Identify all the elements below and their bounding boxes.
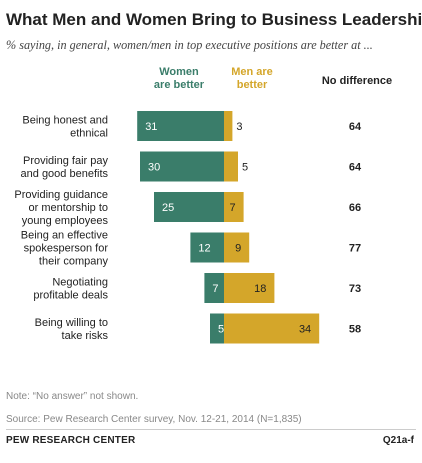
chart-title: What Men and Women Bring to Business Lea… <box>6 10 422 29</box>
chart-source: Source: Pew Research Center survey, Nov.… <box>6 414 302 425</box>
men-value-label: 3 <box>236 121 242 133</box>
header-women: Women are better <box>137 66 221 92</box>
men-bar <box>224 151 238 182</box>
header-men-line-1: Men are <box>231 66 273 78</box>
women-bar <box>154 192 224 222</box>
women-bar <box>204 273 224 303</box>
men-value-label: 9 <box>235 243 241 255</box>
women-value-label: 5 <box>218 324 224 336</box>
category-label: Negotiating profitable deals <box>33 277 108 302</box>
header-women-line-2: are better <box>153 79 205 91</box>
chart-subtitle: % saying, in general, women/men in top e… <box>6 38 373 52</box>
chart-note: Note: “No answer” not shown. <box>6 391 139 402</box>
women-bar <box>210 313 224 344</box>
men-value-label: 34 <box>299 324 311 336</box>
men-bar <box>224 273 275 303</box>
women-bar <box>137 111 224 141</box>
organization-label: PEW RESEARCH CENTER <box>6 435 136 446</box>
women-value-label: 25 <box>162 202 174 214</box>
women-value-label: 31 <box>145 121 157 133</box>
women-bar <box>190 232 224 263</box>
category-label: Being honest and ethnical <box>22 115 108 140</box>
women-value-label: 7 <box>212 283 218 295</box>
no-difference-value: 73 <box>349 283 361 295</box>
category-label: Being willing to take risks <box>35 317 109 342</box>
women-value-label: 12 <box>198 243 210 255</box>
header-men: Men are better <box>226 66 278 92</box>
men-value-label: 7 <box>229 202 235 214</box>
header-women-line-1: Women <box>159 66 199 78</box>
no-difference-value: 64 <box>349 162 362 174</box>
men-bar <box>224 313 320 344</box>
men-bar <box>224 192 244 222</box>
men-value-label: 18 <box>254 283 266 295</box>
question-code: Q21a-f <box>382 435 414 446</box>
no-difference-value: 64 <box>349 121 362 133</box>
category-label: Providing guidance or mentorship to young … <box>14 189 108 227</box>
header-no-difference: No difference <box>321 75 393 87</box>
men-bar <box>224 232 250 263</box>
women-value-label: 30 <box>148 162 160 174</box>
no-difference-value: 66 <box>349 202 361 214</box>
men-value-label: 5 <box>242 162 248 174</box>
category-label: Providing fair pay and good benefits <box>21 155 109 180</box>
footer-divider <box>6 429 416 430</box>
no-difference-value: 77 <box>349 243 361 255</box>
women-bar <box>140 151 224 182</box>
no-difference-value: 58 <box>349 324 361 336</box>
category-label: Being an effective spokesperson for their … <box>21 230 109 268</box>
header-men-line-2: better <box>236 79 268 91</box>
men-bar <box>224 111 233 141</box>
